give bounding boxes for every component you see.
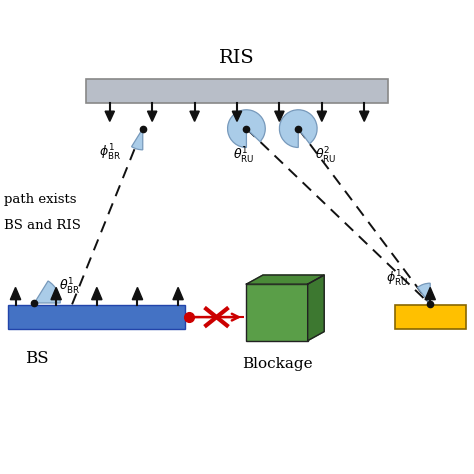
Polygon shape — [147, 111, 157, 121]
Polygon shape — [246, 275, 324, 284]
Polygon shape — [190, 111, 199, 121]
Polygon shape — [105, 111, 114, 121]
Text: $\theta^{2}_{\mathrm{RU}}$: $\theta^{2}_{\mathrm{RU}}$ — [315, 146, 336, 166]
Polygon shape — [425, 287, 436, 300]
Bar — [86, 79, 388, 103]
Polygon shape — [360, 111, 369, 121]
Polygon shape — [173, 287, 183, 300]
Wedge shape — [35, 281, 60, 303]
Text: RIS: RIS — [219, 49, 255, 67]
Wedge shape — [132, 128, 143, 150]
Polygon shape — [317, 111, 327, 121]
Polygon shape — [132, 287, 143, 300]
Text: Blockage: Blockage — [242, 357, 312, 371]
Text: BS and RIS: BS and RIS — [4, 219, 81, 232]
Text: $\phi^{1}_{\mathrm{BR}}$: $\phi^{1}_{\mathrm{BR}}$ — [99, 143, 121, 163]
Wedge shape — [279, 110, 317, 147]
Text: $\theta^{1}_{\mathrm{BR}}$: $\theta^{1}_{\mathrm{BR}}$ — [59, 276, 81, 297]
Text: $\theta^{1}_{\mathrm{RU}}$: $\theta^{1}_{\mathrm{RU}}$ — [233, 146, 255, 166]
Polygon shape — [308, 275, 324, 341]
Wedge shape — [418, 283, 430, 304]
Text: BS: BS — [25, 350, 48, 367]
Polygon shape — [232, 111, 242, 121]
Polygon shape — [275, 111, 284, 121]
Bar — [9, 305, 185, 329]
Bar — [395, 305, 465, 329]
Text: $\phi^{1}_{\mathrm{RU}}$: $\phi^{1}_{\mathrm{RU}}$ — [386, 268, 408, 289]
Polygon shape — [10, 287, 21, 300]
Bar — [246, 284, 308, 341]
Text: path exists: path exists — [4, 193, 76, 206]
Polygon shape — [51, 287, 61, 300]
Polygon shape — [91, 287, 102, 300]
Wedge shape — [228, 110, 265, 147]
